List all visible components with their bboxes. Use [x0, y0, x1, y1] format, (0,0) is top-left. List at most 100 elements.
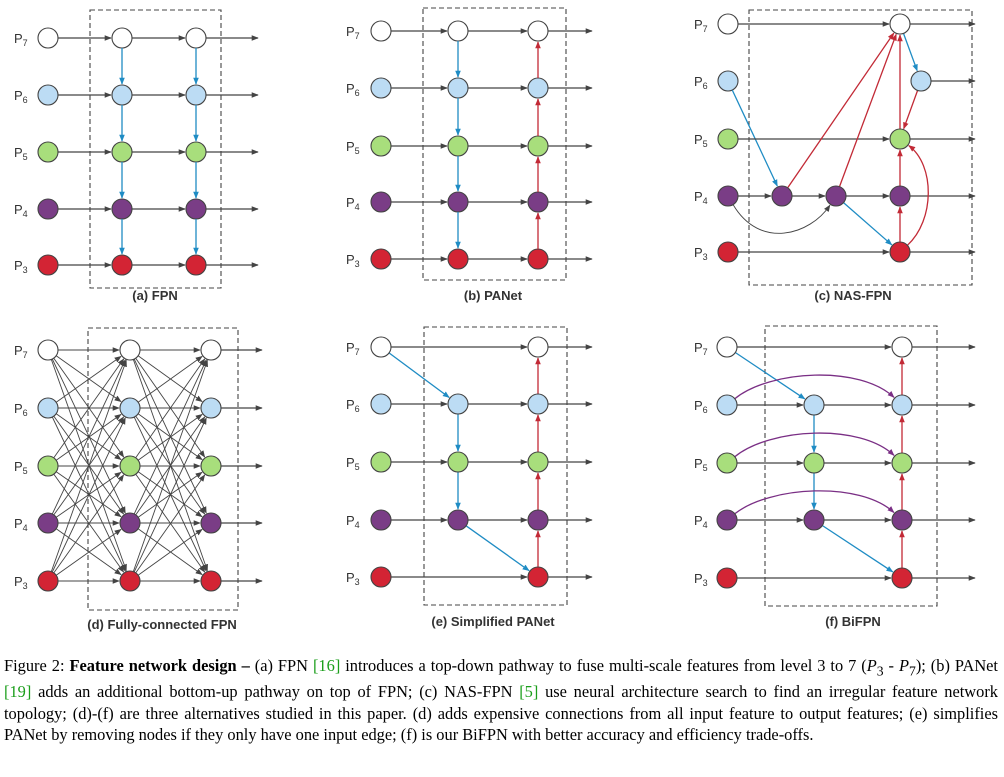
curved-edge: [906, 145, 929, 246]
input-node-p6: [370, 393, 392, 415]
input-node-p5: [716, 452, 738, 474]
level-label-p6: P6: [346, 397, 360, 414]
panel-title: (e) Simplified PANet: [431, 614, 555, 629]
level-label-p6: P6: [346, 81, 360, 98]
edge: [388, 352, 450, 399]
edge: [821, 524, 894, 573]
figure-caption: Figure 2: Feature network design – (a) F…: [4, 655, 998, 745]
node-col1-p5: [119, 455, 141, 477]
caption-ref-19[interactable]: [19]: [4, 682, 32, 702]
node-col1-p3: [447, 248, 469, 270]
full-connection-edge: [137, 355, 203, 403]
level-label-p6: P6: [14, 401, 28, 418]
node-col2-p6: [200, 397, 222, 419]
edge: [465, 525, 530, 572]
input-node-p7: [717, 13, 739, 35]
output-node-p4: [889, 185, 911, 207]
full-connection-edge: [55, 471, 122, 518]
caption-range-p3-sub: 3: [876, 663, 884, 679]
full-connection-edge: [53, 474, 125, 574]
output-node-p3: [889, 241, 911, 263]
node-col1-p3: [119, 570, 141, 592]
full-connection-edge: [55, 355, 122, 403]
caption-ref-5[interactable]: [5]: [519, 682, 539, 702]
caption-range-dash: -: [883, 656, 899, 675]
node-col2-p5: [527, 135, 549, 157]
full-connection-edge: [55, 355, 122, 403]
input-node-p3: [370, 566, 392, 588]
level-label-p6: P6: [694, 74, 708, 91]
full-connection-edge: [135, 474, 206, 574]
level-label-p6: P6: [14, 88, 28, 105]
input-node-p4: [370, 191, 392, 213]
node-col2-p3: [891, 567, 913, 589]
input-node-p6: [716, 394, 738, 416]
intermediate-node-p4: [771, 185, 793, 207]
edge: [902, 33, 918, 72]
level-label-p3: P3: [694, 571, 708, 588]
panel-title: (d) Fully-connected FPN: [87, 617, 237, 632]
dashed-box: [89, 9, 222, 289]
input-node-p7: [37, 27, 59, 49]
level-label-p3: P3: [694, 245, 708, 262]
caption-c-post: use neural architecture search to find a…: [4, 682, 998, 744]
input-node-p4: [37, 512, 59, 534]
node-col2-p4: [527, 509, 549, 531]
input-node-p7: [716, 336, 738, 358]
skip-edge: [734, 490, 895, 515]
panel-title: (b) PANet: [464, 288, 523, 303]
edge: [843, 202, 893, 246]
node-col2-p7: [527, 20, 549, 42]
input-node-p4: [717, 185, 739, 207]
full-connection-edge: [135, 358, 206, 459]
input-node-p5: [37, 455, 59, 477]
caption-range-p3: P: [866, 656, 877, 675]
node-col1-p4: [111, 198, 133, 220]
level-label-p4: P4: [694, 189, 708, 206]
level-label-p6: P6: [694, 398, 708, 415]
level-label-p3: P3: [14, 258, 28, 275]
node-col2-p6: [891, 394, 913, 416]
input-node-p3: [37, 254, 59, 276]
level-label-p4: P4: [14, 516, 28, 533]
caption-range-close: );: [915, 656, 926, 675]
input-node-p6: [37, 84, 59, 106]
node-col2-p5: [527, 451, 549, 473]
input-node-p4: [716, 509, 738, 531]
input-node-p4: [370, 509, 392, 531]
level-label-p4: P4: [346, 513, 360, 530]
full-connection-edge: [133, 359, 207, 515]
edge: [787, 32, 895, 189]
caption-range-p7: P: [898, 656, 909, 675]
node-col2-p5: [891, 452, 913, 474]
caption-bold-title: Feature network design –: [69, 656, 250, 675]
panel-bifpn: P7 P6 P5 P4 P3 (f) BiFPN: [694, 325, 976, 629]
level-label-p7: P7: [14, 343, 28, 360]
panel-title: (c) NAS-FPN: [814, 288, 891, 303]
node-col2-p6: [527, 77, 549, 99]
node-col1-p6: [447, 393, 469, 415]
caption-a-post: introduces a top-down pathway to fuse mu…: [345, 656, 867, 675]
edge: [731, 89, 778, 187]
level-label-p7: P7: [694, 17, 708, 34]
level-label-p5: P5: [14, 145, 28, 162]
node-col1-p4: [447, 509, 469, 531]
level-label-p4: P4: [14, 202, 28, 219]
input-node-p3: [717, 241, 739, 263]
full-connection-edge: [137, 528, 203, 576]
input-node-p6: [717, 70, 739, 92]
caption-ref-16[interactable]: [16]: [312, 656, 341, 675]
level-label-p4: P4: [346, 195, 360, 212]
dashed-box: [764, 325, 938, 607]
node-col2-p7: [185, 27, 207, 49]
edge: [838, 33, 897, 187]
output-node-p7: [889, 13, 911, 35]
level-label-p7: P7: [346, 24, 360, 41]
node-col1-p6: [803, 394, 825, 416]
level-label-p5: P5: [346, 139, 360, 156]
caption-a-pre: (a) FPN: [254, 656, 308, 675]
node-col2-p7: [527, 336, 549, 358]
input-node-p7: [37, 339, 59, 361]
node-col2-p3: [200, 570, 222, 592]
edge: [903, 90, 919, 130]
